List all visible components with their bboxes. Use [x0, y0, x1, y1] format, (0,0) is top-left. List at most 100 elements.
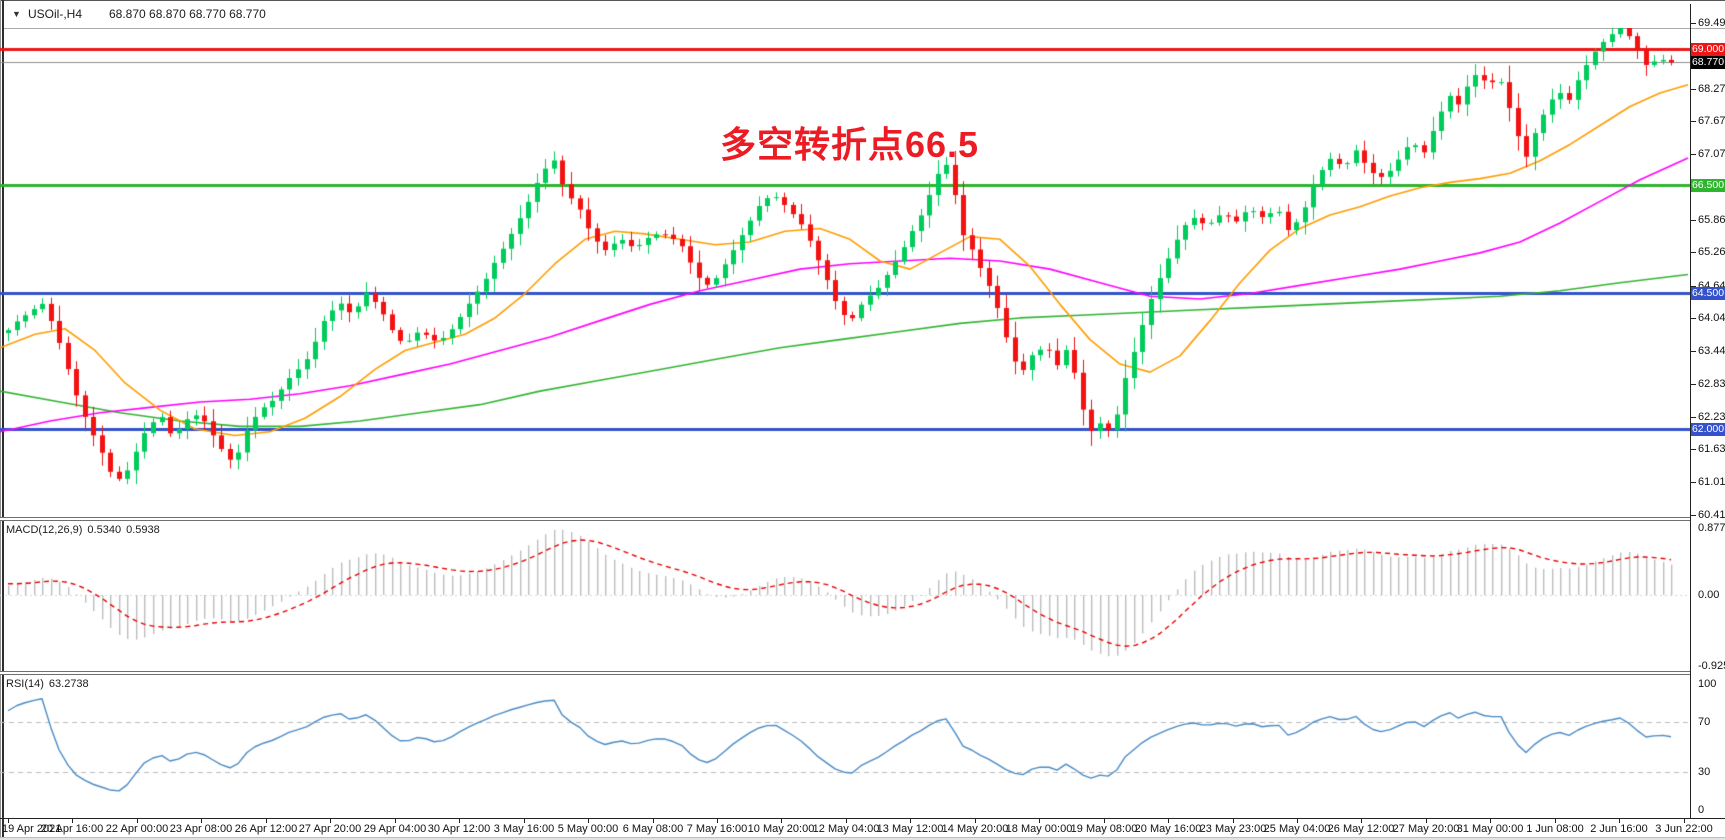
time-axis-label: 23 Apr 08:00	[169, 823, 233, 835]
time-axis-tick	[781, 819, 782, 823]
price-axis-label: 67.675	[1698, 115, 1725, 128]
time-axis-tick	[846, 819, 847, 823]
time-axis-tick	[72, 819, 73, 823]
main-chart-panel[interactable]: 多空转折点66.5	[0, 28, 1690, 517]
macd-axis-label: 0.00	[1698, 589, 1720, 601]
ohlc-quote-text: 68.870 68.870 68.770 68.770	[109, 7, 266, 21]
time-axis-tick	[1168, 819, 1169, 823]
price-axis-tick	[1691, 88, 1696, 90]
time-axis-tick	[717, 819, 718, 823]
bottom-status-strip	[0, 837, 1725, 840]
price-axis-label: 65.260	[1698, 246, 1725, 259]
time-axis-tick	[8, 819, 9, 823]
time-axis-label: 6 May 08:00	[622, 823, 684, 835]
macd-value-main: 0.5340	[87, 524, 122, 536]
rsi-label: RSI(14) 63.2738	[6, 678, 94, 690]
price-level-badge: 68.770	[1691, 55, 1725, 69]
time-axis-label: 20 May 16:00	[1134, 823, 1202, 835]
price-level-badge: 69.000	[1691, 43, 1725, 57]
rsi-value: 63.2738	[48, 678, 89, 690]
time-axis-label: 31 May 00:00	[1456, 823, 1524, 835]
price-axis-tick	[1691, 449, 1696, 451]
time-axis-label: 19 Apr 2021	[2, 823, 62, 835]
time-axis-label: 27 Apr 20:00	[298, 823, 362, 835]
time-axis-line	[0, 818, 1725, 819]
rsi-axis-label: 30	[1698, 766, 1711, 779]
price-axis-label: 67.075	[1698, 147, 1725, 160]
time-axis-tick	[1555, 819, 1556, 823]
price-axis-tick	[1691, 514, 1696, 516]
price-axis-label: 69.490	[1698, 17, 1725, 29]
symbol-timeframe-label[interactable]: USOil-,H4	[28, 7, 83, 21]
time-axis-label: 5 May 00:00	[557, 823, 619, 835]
time-axis-label: 13 May 12:00	[876, 823, 944, 835]
time-axis-label: 18 May 00:00	[1005, 823, 1073, 835]
time-axis-tick	[1361, 819, 1362, 823]
rsi-axis-label: 70	[1698, 715, 1711, 728]
time-axis-label: 25 May 04:00	[1263, 823, 1331, 835]
macd-value-signal: 0.5938	[126, 524, 160, 536]
panel-separator-macd-rsi[interactable]	[0, 671, 1690, 675]
price-axis-tick	[1691, 416, 1696, 418]
time-axis-label: 23 May 23:00	[1199, 823, 1267, 835]
price-level-badge: 66.500	[1691, 178, 1725, 192]
macd-label: MACD(12,26,9) 0.5340 0.5938	[6, 524, 165, 536]
rsi-canvas[interactable]	[0, 675, 1690, 818]
price-level-badge: 64.500	[1691, 287, 1725, 301]
time-axis-tick	[137, 819, 138, 823]
time-axis-label: 10 May 20:00	[747, 823, 815, 835]
macd-panel[interactable]: MACD(12,26,9) 0.5340 0.5938	[0, 521, 1690, 671]
price-axis-tick	[1691, 285, 1696, 287]
chart-header: ▼ USOil-,H4 68.870 68.870 68.770 68.770	[4, 1, 1725, 29]
rsi-panel[interactable]: RSI(14) 63.2738	[0, 675, 1690, 818]
rsi-axis-label: 0	[1698, 804, 1705, 816]
time-axis-tick	[459, 819, 460, 823]
time-axis-tick	[524, 819, 525, 823]
macd-canvas[interactable]	[0, 521, 1690, 671]
macd-name: MACD(12,26,9)	[6, 524, 83, 536]
macd-axis-label: -0.9259	[1698, 659, 1725, 672]
time-axis-tick	[266, 819, 267, 823]
time-axis-tick	[330, 819, 331, 823]
candlestick-canvas[interactable]	[0, 28, 1690, 517]
time-axis-label: 30 Apr 12:00	[427, 823, 491, 835]
time-axis-label: 2 Jun 16:00	[1590, 823, 1648, 835]
price-axis-tick	[1691, 121, 1696, 123]
price-axis-label: 63.445	[1698, 344, 1725, 357]
rsi-name: RSI(14)	[6, 678, 44, 690]
price-axis-tick	[1691, 252, 1696, 254]
price-axis-tick	[1691, 23, 1696, 24]
price-axis-tick	[1691, 350, 1696, 352]
price-level-badge: 62.000	[1691, 422, 1725, 436]
panel-separator-main-macd[interactable]	[0, 517, 1690, 521]
price-axis-line	[1690, 4, 1691, 818]
symbol-dropdown-icon[interactable]: ▼	[12, 9, 21, 19]
price-axis-tick	[1691, 482, 1696, 484]
time-axis-tick	[975, 819, 976, 823]
time-axis-label: 3 May 16:00	[493, 823, 555, 835]
annotation-text: 多空转折点66.5	[720, 124, 980, 165]
macd-axis-label: 0.8779	[1698, 522, 1725, 534]
time-axis-tick	[1039, 819, 1040, 823]
time-axis-tick	[588, 819, 589, 823]
time-axis-tick	[910, 819, 911, 823]
price-axis-label: 61.015	[1698, 476, 1725, 489]
time-axis[interactable]: 19 Apr 2021 20 Apr 16:00 22 Apr 00:00 23 Ap…	[0, 819, 1725, 837]
price-axis-tick	[1691, 153, 1696, 155]
time-axis-label: 27 May 20:00	[1392, 823, 1460, 835]
time-axis-tick	[1619, 819, 1620, 823]
price-axis[interactable]: 69.49068.27567.67567.07565.86065.26064.6…	[1690, 0, 1725, 818]
time-axis-label: 29 Apr 04:00	[363, 823, 427, 835]
time-axis-label: 14 May 20:00	[941, 823, 1009, 835]
price-axis-label: 68.275	[1698, 82, 1725, 95]
time-axis-tick	[201, 819, 202, 823]
rsi-axis-label: 100	[1698, 678, 1717, 690]
time-axis-label: 12 May 04:00	[812, 823, 880, 835]
price-axis-label: 65.860	[1698, 213, 1725, 226]
time-axis-label: 1 Jun 08:00	[1526, 823, 1584, 835]
price-axis-tick	[1691, 219, 1696, 221]
time-axis-label: 26 May 12:00	[1327, 823, 1395, 835]
time-axis-label: 3 Jun 22:00	[1655, 823, 1713, 835]
time-axis-tick	[653, 819, 654, 823]
